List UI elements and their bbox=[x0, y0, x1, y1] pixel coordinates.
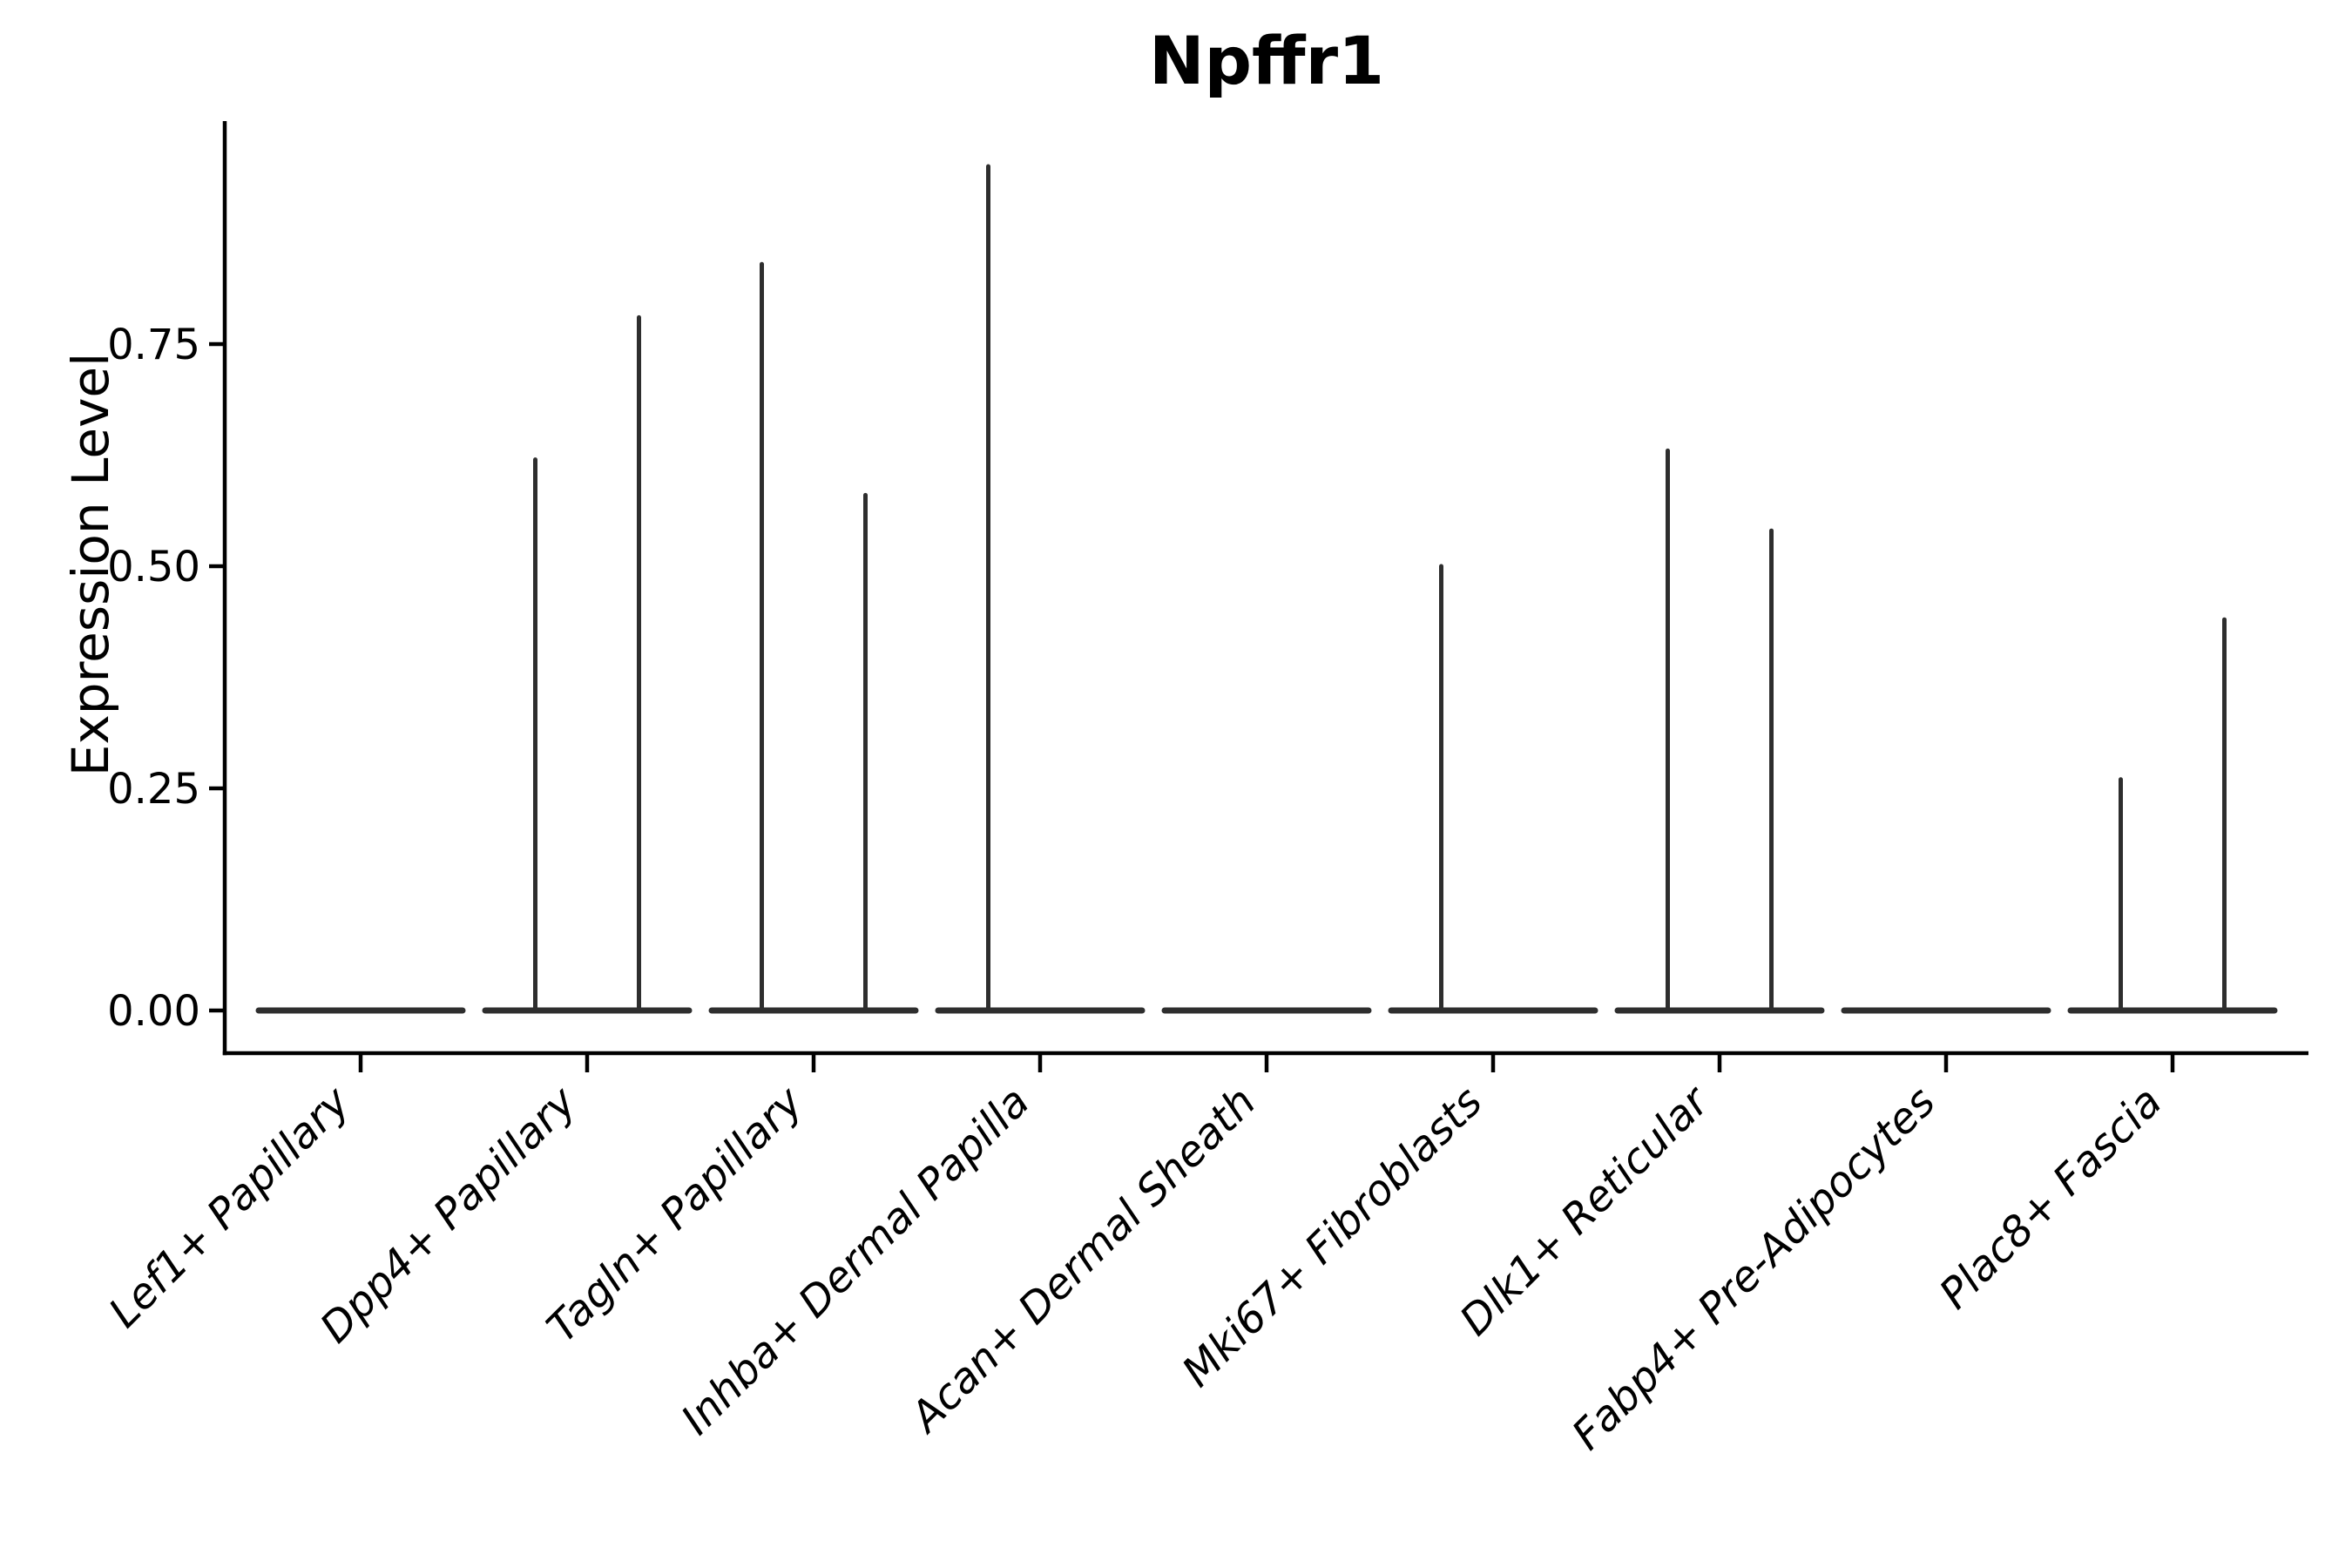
y-tick-label: 0.00 bbox=[107, 987, 200, 1036]
x-tick-label: Lef1+ Papillary bbox=[99, 1077, 360, 1337]
y-tick-label: 0.25 bbox=[107, 765, 200, 814]
y-tick-label: 0.50 bbox=[107, 543, 200, 591]
chart-title: Npffr1 bbox=[1149, 22, 1384, 99]
x-tick-label: Fabp4+ Pre-Adipocytes bbox=[1563, 1078, 1945, 1460]
y-tick-label: 0.75 bbox=[107, 321, 200, 369]
x-tick-label: Plac8+ Fascia bbox=[1930, 1078, 2172, 1319]
x-tick-label: Dlk1+ Reticular bbox=[1450, 1076, 1720, 1346]
